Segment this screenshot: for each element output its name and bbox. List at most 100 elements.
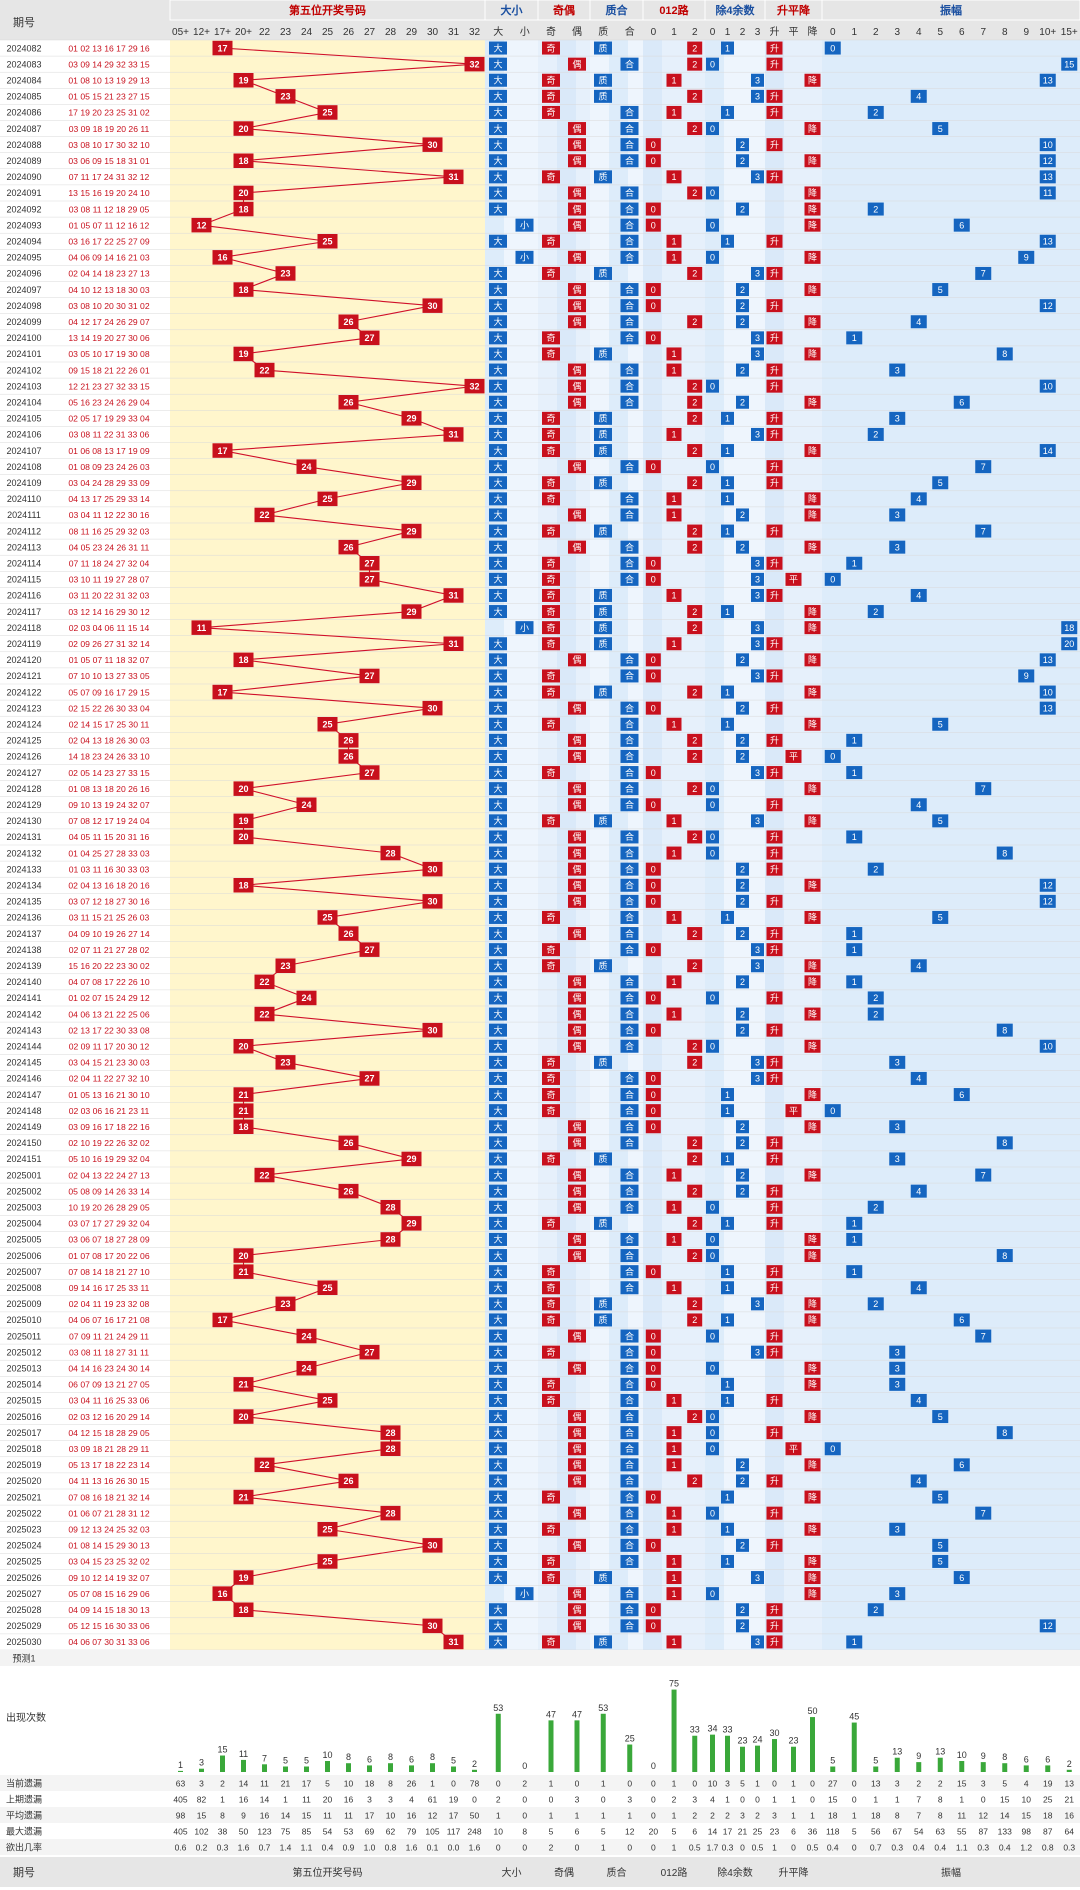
odd-ball-label: 奇 — [546, 1282, 555, 1293]
prime-ball — [594, 588, 612, 602]
r012-col-header: 0 — [651, 27, 657, 38]
draw-numbers-cell: 07 08 12 17 19 24 04 — [68, 816, 149, 826]
r012-ball-label: 0 — [651, 1492, 656, 1502]
stat-value: 16 — [1065, 1811, 1075, 1821]
stat-value: 3 — [692, 1795, 697, 1805]
r012-ball-label: 2 — [692, 929, 697, 939]
trend-ball — [766, 1055, 783, 1069]
trend-ball — [766, 1216, 783, 1230]
prime-ball — [620, 1361, 639, 1375]
period-cell: 2024114 — [7, 558, 41, 568]
trend-ball — [804, 1490, 821, 1504]
number-ball-label: 22 — [259, 977, 269, 987]
odd-ball — [542, 669, 560, 683]
number-ball-label: 22 — [259, 510, 269, 520]
prime-ball — [620, 1281, 639, 1295]
stat-value: 1.6 — [406, 1843, 418, 1853]
trend-ball-label: 降 — [808, 284, 817, 295]
trend-ball — [804, 1007, 821, 1021]
forecast-label: 预测1 — [12, 1654, 35, 1664]
stat-value: 2 — [496, 1795, 501, 1805]
amp-ball — [867, 862, 884, 876]
amp-ball — [846, 927, 863, 941]
mod4-ball — [721, 1490, 734, 1504]
count-bar-label: 33 — [722, 1725, 732, 1735]
trend-ball — [766, 1426, 783, 1440]
number-ball — [380, 1200, 401, 1215]
footer-group-size: 大小 — [502, 1866, 522, 1879]
draw-numbers-cell: 02 03 04 06 11 15 14 — [69, 623, 150, 633]
number-ball-label: 29 — [406, 607, 416, 617]
number-ball-label: 20 — [238, 188, 248, 198]
number-ball-label: 18 — [238, 1605, 248, 1615]
trend-ball — [804, 395, 821, 409]
odd-col-header: 偶 — [572, 25, 582, 38]
stat-value: 2 — [672, 1795, 677, 1805]
mod4-ball-label: 1 — [725, 108, 730, 118]
mod4-ball-label: 0 — [710, 1331, 715, 1341]
number-ball — [359, 330, 380, 346]
size-ball — [489, 1055, 507, 1069]
number-ball — [338, 749, 359, 764]
size-ball-label: 大 — [493, 976, 502, 987]
mod4-ball — [751, 669, 764, 683]
number-ball-label: 18 — [238, 655, 248, 665]
odd-ball-label: 偶 — [572, 1507, 581, 1518]
trend-ball-label: 降 — [808, 976, 817, 987]
mod4-ball — [706, 1506, 719, 1520]
period-cell: 2024133 — [6, 864, 41, 874]
number-ball — [233, 1039, 254, 1054]
r012-ball-label: 1 — [671, 719, 676, 729]
prime-ball — [620, 1039, 639, 1053]
odd-ball — [568, 1506, 586, 1520]
stat-value: 3 — [740, 1811, 745, 1821]
number-ball-label: 25 — [322, 719, 332, 729]
stat-row-bg — [0, 1823, 1080, 1839]
stat-value: 1 — [672, 1779, 677, 1789]
size-ball — [489, 846, 507, 860]
mod4-ball-label: 3 — [755, 961, 760, 971]
amp-ball-label: 10 — [1043, 687, 1053, 697]
amp-ball-label: 13 — [1043, 236, 1053, 246]
count-bar — [451, 1766, 456, 1772]
amp-col-header: 1 — [851, 27, 857, 38]
number-ball-label: 20 — [238, 1041, 248, 1051]
prime-ball-label: 合 — [625, 1379, 634, 1390]
count-bar — [220, 1755, 225, 1772]
odd-ball — [568, 927, 586, 941]
trend-ball-label: 升 — [770, 1476, 779, 1486]
amp-ball — [1039, 379, 1056, 393]
mod4-ball — [706, 1200, 719, 1214]
prime-ball-label: 质 — [598, 590, 607, 601]
draw-numbers-cell: 09 14 16 17 25 33 11 — [69, 1283, 150, 1293]
prime-ball — [620, 1007, 639, 1021]
amp-ball-label: 2 — [873, 1202, 878, 1212]
trend-ball — [804, 1377, 821, 1391]
mod4-ball — [721, 1393, 734, 1407]
stat-value: 405 — [173, 1827, 187, 1837]
draw-numbers-cell: 03 08 11 18 27 31 11 — [69, 1347, 149, 1357]
r012-ball — [687, 1474, 703, 1488]
group-header-r012: 012路 — [659, 3, 689, 17]
mod4-ball-label: 2 — [740, 1460, 745, 1470]
amp-ball — [889, 540, 906, 554]
number-ball-label: 20 — [238, 832, 248, 842]
prime-ball-label: 合 — [625, 1588, 634, 1599]
num-col-header: 23 — [280, 27, 292, 38]
count-bar-label: 0 — [522, 1761, 527, 1771]
count-bar — [755, 1745, 760, 1772]
number-ball — [191, 217, 212, 233]
stat-value: 17 — [365, 1811, 375, 1821]
r012-ball-label: 2 — [692, 269, 697, 279]
trend-ball-label: 升 — [770, 1058, 779, 1068]
prime-ball — [620, 1490, 639, 1504]
amp-ball-label: 13 — [1043, 75, 1053, 85]
odd-ball — [568, 798, 586, 812]
r012-ball-label: 2 — [692, 1412, 697, 1422]
trend-ball — [804, 878, 821, 892]
stat-value: 98 — [1022, 1827, 1032, 1837]
number-ball — [254, 1167, 275, 1183]
amp-ball — [953, 1458, 970, 1472]
odd-ball — [568, 299, 586, 313]
stat-value: 0 — [692, 1779, 697, 1789]
